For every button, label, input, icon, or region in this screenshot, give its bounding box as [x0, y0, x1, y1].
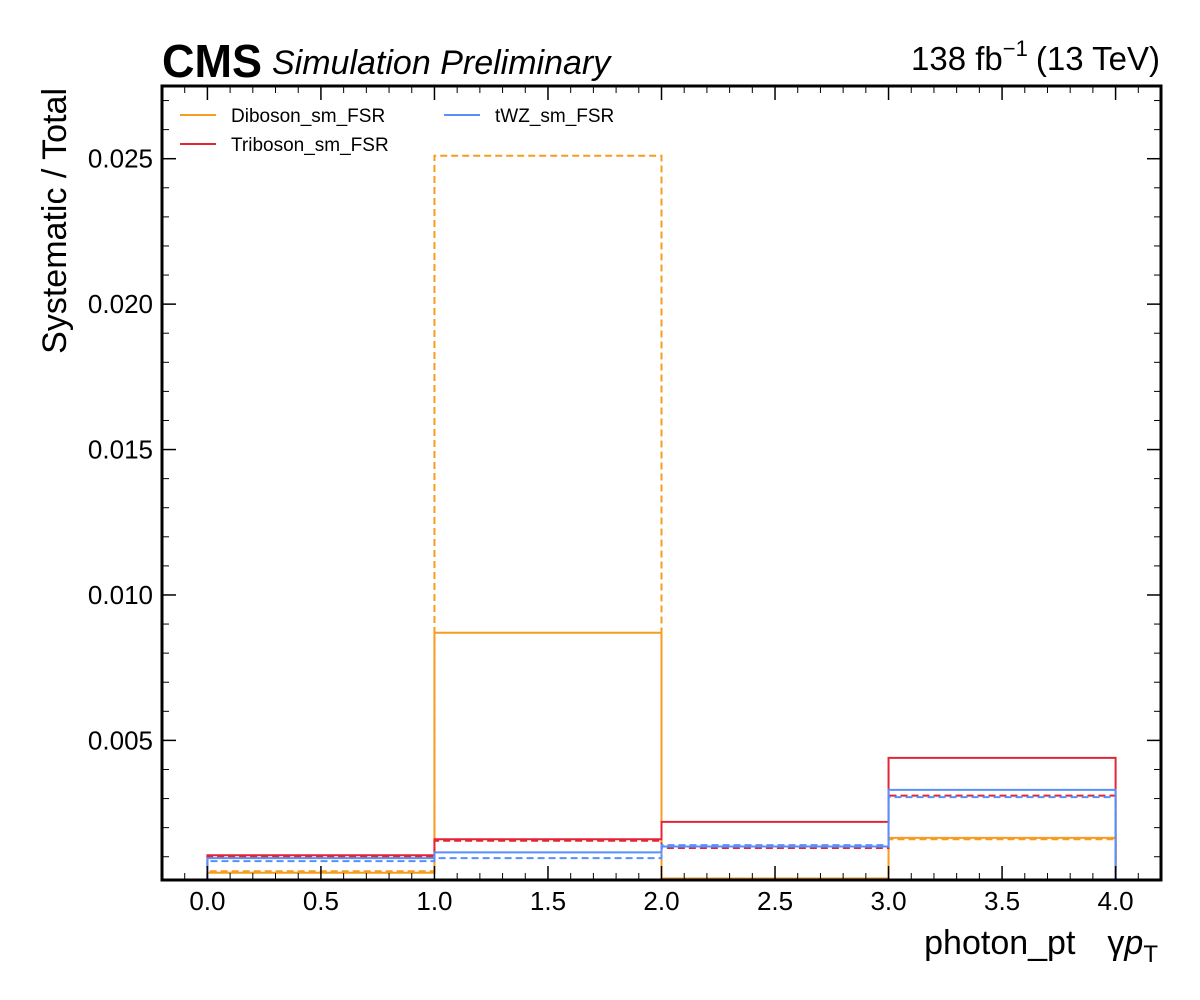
x-tick-label: 4.0 [1098, 886, 1134, 916]
series-layer [206, 154, 1117, 881]
x-tick-label: 3.5 [984, 886, 1020, 916]
x-axis-label-symbol: γ [1107, 924, 1124, 962]
y-axis-ticks: 0.005 0.010 0.015 0.020 0.025 [88, 100, 1161, 858]
y-tick-label: 0.025 [88, 144, 153, 174]
series-line [206, 796, 1117, 880]
legend-label: Triboson_sm_FSR [231, 135, 389, 156]
plot-subtitle: Simulation Preliminary [272, 44, 612, 82]
x-tick-label: 1.5 [530, 886, 566, 916]
x-tick-label: 3.0 [870, 886, 906, 916]
x-axis-ticks: 0.0 0.5 1.0 1.5 2.0 2.5 3.0 3.5 4.0 [184, 86, 1139, 916]
lumi-exponent: −1 [1003, 36, 1028, 61]
legend-label: tWZ_sm_FSR [495, 106, 614, 127]
x-tick-label: 1.0 [416, 886, 452, 916]
x-tick-label: 0.0 [189, 886, 225, 916]
x-tick-label: 2.0 [643, 886, 679, 916]
y-tick-label: 0.015 [88, 435, 153, 465]
x-axis-label-var: p [1123, 924, 1143, 962]
series-line [206, 756, 1117, 880]
x-axis-label-sub: T [1143, 941, 1158, 968]
cms-label: CMS [162, 35, 262, 87]
y-tick-label: 0.020 [88, 289, 153, 319]
legend-label: Diboson_sm_FSR [231, 106, 385, 127]
y-axis-label: Systematic / Total [36, 88, 74, 354]
x-axis-label-text: photon_pt [924, 924, 1076, 962]
x-tick-label: 0.5 [303, 886, 339, 916]
lumi-value: 138 fb [911, 40, 1003, 77]
x-axis-label: photon_pt γpT [924, 924, 1158, 968]
y-tick-label: 0.010 [88, 580, 153, 610]
series-line [206, 154, 1117, 881]
y-tick-label: 0.005 [88, 725, 153, 755]
legend: Diboson_sm_FSR Triboson_sm_FSR tWZ_sm_FSR [180, 106, 614, 156]
x-tick-label: 2.5 [757, 886, 793, 916]
luminosity-label: 138 fb−1 (13 TeV) [911, 36, 1160, 77]
lumi-energy: (13 TeV) [1036, 40, 1160, 77]
